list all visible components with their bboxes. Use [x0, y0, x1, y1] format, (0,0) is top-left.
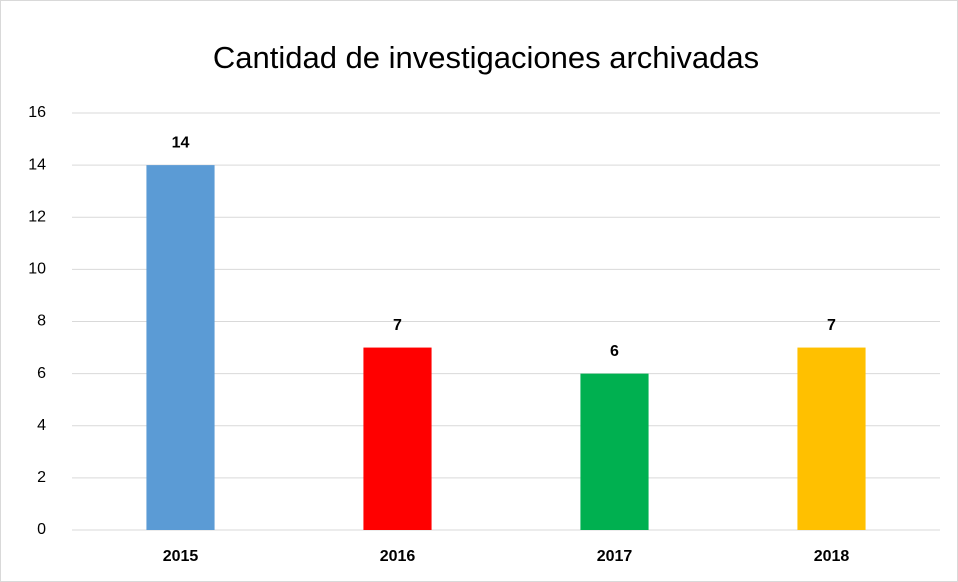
y-tick-label: 12 — [28, 208, 46, 225]
x-tick-label: 2015 — [163, 548, 199, 565]
bar — [580, 373, 649, 530]
bar — [146, 165, 215, 530]
y-tick-label: 6 — [37, 365, 46, 382]
bar — [797, 347, 866, 530]
data-label: 14 — [172, 134, 190, 151]
y-tick-label: 14 — [28, 156, 46, 173]
y-tick-label: 2 — [37, 469, 46, 486]
data-label: 6 — [610, 343, 619, 360]
y-tick-label: 8 — [37, 313, 46, 330]
data-label: 7 — [393, 317, 402, 334]
y-tick-label: 16 — [28, 104, 46, 121]
y-tick-label: 0 — [37, 521, 46, 538]
x-tick-label: 2017 — [597, 548, 633, 565]
x-tick-label: 2016 — [380, 548, 416, 565]
y-tick-label: 4 — [37, 417, 46, 434]
data-label: 7 — [827, 317, 836, 334]
x-tick-label: 2018 — [814, 548, 850, 565]
y-tick-label: 10 — [28, 261, 46, 278]
bar — [363, 347, 432, 530]
chart-title: Cantidad de investigaciones archivadas — [213, 40, 759, 75]
